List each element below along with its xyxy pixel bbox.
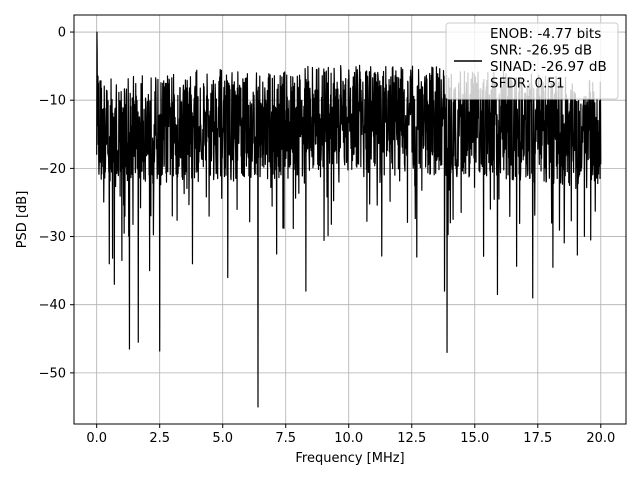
x-tick-label: 0.0: [86, 431, 107, 446]
x-tick-label: 15.0: [460, 431, 489, 446]
x-tick-label: 17.5: [523, 431, 552, 446]
y-tick-label: −20: [39, 162, 66, 177]
legend-sinad: SINAD: -26.97 dB: [490, 59, 607, 75]
y-tick-label: −40: [39, 298, 66, 313]
series-layer: [96, 31, 602, 408]
legend-snr: SNR: -26.95 dB: [490, 43, 592, 59]
psd-series-line: [96, 31, 602, 408]
legend-sfdr: SFDR: 0.51: [490, 76, 565, 92]
x-tick-label: 10.0: [334, 431, 363, 446]
legend-enob: ENOB: -4.77 bits: [490, 26, 601, 42]
y-tick-label: 0: [58, 26, 66, 41]
x-tick-label: 2.5: [149, 431, 170, 446]
x-tick-label: 12.5: [397, 431, 426, 446]
axes-frame: [73, 14, 627, 425]
y-axis-label: PSD [dB]: [15, 191, 30, 249]
x-tick-label: 20.0: [586, 431, 615, 446]
x-tick-label: 7.5: [275, 431, 296, 446]
ticks: 0.0 2.5 5.0 7.5 10.0 12.5 15.0 17.5 20.0 0 −10 −20 −…: [39, 26, 616, 446]
legend-box: [445, 22, 619, 100]
x-tick-label: 5.0: [212, 431, 233, 446]
legend: ENOB: -4.77 bits SNR: -26.95 dB SINAD: -…: [445, 22, 619, 100]
y-tick-label: −50: [39, 366, 66, 381]
y-tick-label: −30: [39, 230, 66, 245]
y-tick-label: −10: [39, 94, 66, 109]
x-axis-label: Frequency [MHz]: [295, 451, 404, 466]
